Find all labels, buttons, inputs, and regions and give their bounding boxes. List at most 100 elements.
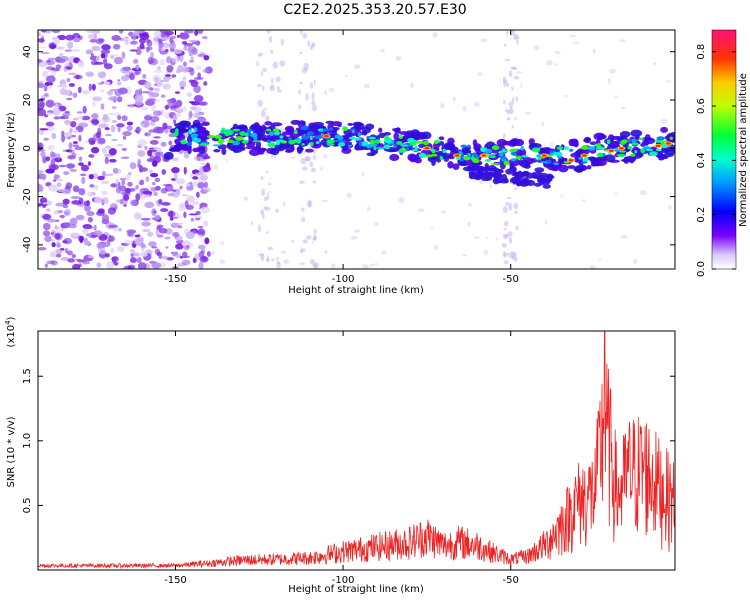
noise-blob <box>146 98 157 102</box>
ridge-blob <box>468 172 476 176</box>
noise-blob <box>118 185 127 191</box>
noise-blob <box>151 160 158 167</box>
noise-blob <box>48 85 53 89</box>
noise-blob <box>477 72 483 76</box>
spectrogram-y-ticks: 40 20 0 -20 -40 <box>22 45 675 253</box>
ridge-hotspot <box>581 154 587 157</box>
noise-blob <box>145 46 150 53</box>
noise-blob <box>158 41 164 49</box>
noise-blob <box>72 263 81 269</box>
noise-blob <box>182 76 187 81</box>
noise-blob <box>474 101 480 107</box>
noise-blob <box>178 206 186 212</box>
noise-blob <box>118 227 123 232</box>
noise-blob <box>194 156 204 159</box>
noise-blob <box>321 199 329 203</box>
noise-blob <box>151 181 156 186</box>
noise-blob <box>122 66 130 72</box>
noise-blob <box>621 107 626 110</box>
ridge-blob <box>494 177 504 184</box>
ridge-blob <box>619 131 631 138</box>
noise-blob <box>263 206 268 210</box>
noise-blob <box>159 50 168 55</box>
ridge-highlight <box>212 144 222 147</box>
noise-blob <box>266 254 269 262</box>
x-tick-label: -150 <box>164 575 187 586</box>
noise-blob <box>38 184 44 192</box>
ridge-highlight <box>640 148 645 154</box>
noise-blob <box>170 216 179 219</box>
ridge-highlight <box>631 138 637 143</box>
noise-blob <box>94 61 104 65</box>
noise-blob <box>503 221 509 227</box>
noise-blob <box>149 186 155 192</box>
noise-blob <box>653 62 657 66</box>
ridge-highlight <box>569 148 574 152</box>
noise-blob <box>320 166 324 172</box>
noise-blob <box>502 205 508 214</box>
noise-blob <box>395 55 402 61</box>
noise-blob <box>260 70 263 77</box>
noise-blob <box>76 116 84 119</box>
noise-blob <box>91 45 101 52</box>
noise-blob <box>176 34 181 38</box>
noise-blob <box>149 94 154 98</box>
ridge-highlight <box>406 146 410 152</box>
noise-blob <box>116 81 122 86</box>
ridge-blob <box>410 129 420 137</box>
noise-blob <box>312 180 316 184</box>
noise-blob <box>167 193 175 197</box>
noise-blob <box>483 249 488 256</box>
ridge-blob <box>476 165 485 172</box>
noise-blob <box>64 66 72 70</box>
y-tick-label: 20 <box>22 94 33 107</box>
ridge-blob <box>534 171 543 178</box>
ridge-highlight <box>418 152 426 158</box>
noise-blob <box>179 185 183 190</box>
noise-blob <box>90 146 100 154</box>
noise-blob <box>56 210 64 214</box>
noise-blob <box>150 115 160 122</box>
noise-blob <box>312 154 317 160</box>
noise-blob <box>53 209 59 215</box>
y-tick-label: 1.0 <box>22 433 33 449</box>
ridge-blob <box>604 154 616 163</box>
ridge-blob <box>192 122 203 129</box>
noise-blob <box>155 99 161 103</box>
noise-blob <box>302 239 308 244</box>
ridge-blob <box>201 121 210 127</box>
snr-x-ticks: -150 -100 -50 <box>164 331 519 586</box>
noise-blob <box>168 140 173 146</box>
ridge-highlight <box>366 144 372 149</box>
noise-blob <box>170 35 177 39</box>
x-tick-label: -150 <box>164 274 187 285</box>
noise-blob <box>515 71 523 74</box>
noise-blob <box>85 30 96 34</box>
noise-blob <box>54 219 60 222</box>
noise-blob <box>94 196 102 204</box>
noise-blob <box>164 236 171 240</box>
ridge-highlight <box>621 139 628 144</box>
noise-blob <box>189 59 195 63</box>
noise-blob <box>52 157 60 161</box>
noise-blob <box>74 146 85 151</box>
noise-blob <box>55 248 63 254</box>
noise-blob <box>204 181 209 189</box>
noise-blob <box>309 258 315 265</box>
ridge-blob <box>296 146 304 152</box>
noise-blob <box>480 38 487 43</box>
noise-blob <box>197 225 204 229</box>
noise-blob <box>508 70 513 78</box>
noise-blob <box>85 71 94 77</box>
noise-blob <box>181 259 191 266</box>
snr-y-scale-base: (x10 <box>6 325 17 348</box>
noise-blob <box>97 250 107 255</box>
noise-blob <box>47 57 56 61</box>
noise-blob <box>110 247 115 254</box>
noise-blob <box>159 30 168 34</box>
noise-blob <box>166 65 174 73</box>
noise-blob <box>263 107 268 111</box>
noise-blob <box>189 106 197 111</box>
noise-blob <box>433 244 438 250</box>
ridge-blob <box>472 139 478 147</box>
